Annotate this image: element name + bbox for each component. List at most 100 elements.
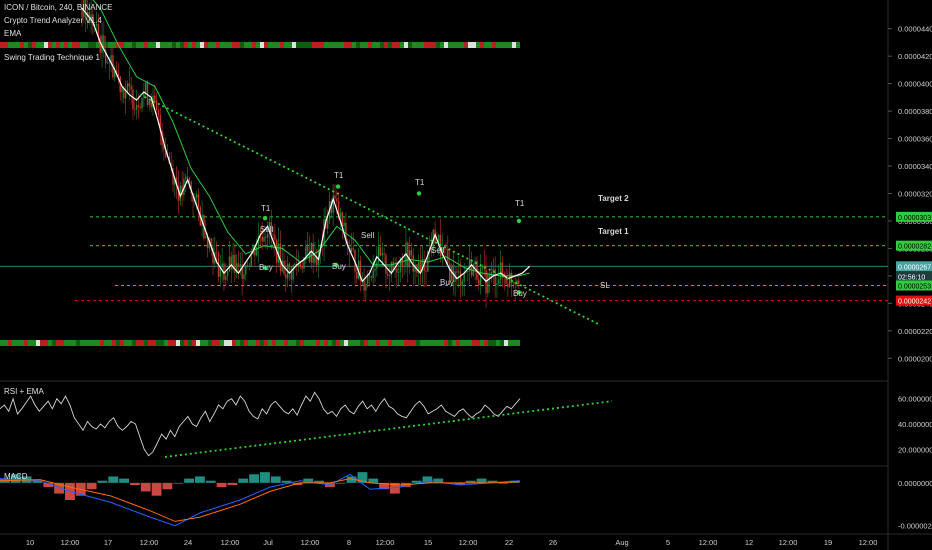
trend-band-cell bbox=[368, 42, 372, 48]
candle-body bbox=[412, 255, 414, 272]
trend-band-cell bbox=[12, 340, 16, 346]
trend-band-cell bbox=[96, 42, 100, 48]
trend-band-cell bbox=[84, 42, 88, 48]
candle-body bbox=[256, 247, 258, 256]
time-axis-label: 12:00 bbox=[779, 538, 798, 547]
price-tick-label: 0.0000340 bbox=[898, 162, 932, 171]
symbol-title: ICON / Bitcoin, 240, BINANCE bbox=[4, 3, 112, 12]
trend-band-cell bbox=[104, 42, 108, 48]
trend-band-cell bbox=[100, 340, 104, 346]
trend-band-cell bbox=[288, 340, 292, 346]
trend-band-cell bbox=[304, 42, 308, 48]
candle-body bbox=[505, 275, 507, 284]
candle-body bbox=[145, 82, 147, 92]
trend-band-cell bbox=[372, 340, 376, 346]
trend-band-cell bbox=[196, 42, 200, 48]
sell-marker: Sell bbox=[260, 225, 274, 234]
candle-body bbox=[294, 263, 296, 265]
trend-band-cell bbox=[360, 340, 364, 346]
trend-band-cell bbox=[140, 42, 144, 48]
trend-band-cell bbox=[296, 42, 300, 48]
candle-body bbox=[274, 235, 276, 241]
trend-band-cell bbox=[476, 42, 480, 48]
trend-band-cell bbox=[216, 42, 220, 48]
trend-band-cell bbox=[368, 340, 372, 346]
candle-body bbox=[225, 276, 227, 280]
macd-histogram-bar bbox=[195, 476, 205, 483]
candle-body bbox=[157, 109, 160, 116]
trend-band-cell bbox=[28, 42, 32, 48]
trend-band-cell bbox=[388, 340, 392, 346]
trend-band-cell bbox=[236, 42, 240, 48]
candle-body bbox=[407, 242, 409, 268]
macd-histogram-bar bbox=[32, 480, 43, 483]
trend-band-cell bbox=[132, 340, 136, 346]
trend-band-cell bbox=[468, 42, 472, 48]
candle-body bbox=[177, 186, 180, 201]
trend-band-cell bbox=[452, 340, 456, 346]
candle-body bbox=[130, 86, 132, 90]
trend-band-cell bbox=[516, 42, 520, 48]
candle-body bbox=[155, 100, 158, 110]
macd-histogram-bar bbox=[10, 474, 21, 483]
trend-band-cell bbox=[264, 42, 268, 48]
price-tag-label: 0.0000242 bbox=[898, 299, 931, 306]
candle-body bbox=[487, 273, 489, 294]
trend-band-cell bbox=[500, 340, 504, 346]
trend-band-cell bbox=[128, 340, 132, 346]
price-tick-label: 0.0000380 bbox=[898, 107, 932, 116]
trend-band-cell bbox=[292, 340, 296, 346]
signal-dot bbox=[335, 184, 341, 189]
candle-body bbox=[163, 145, 165, 150]
trend-band-cell bbox=[272, 42, 276, 48]
trend-band-cell bbox=[300, 42, 304, 48]
candle-body bbox=[450, 265, 453, 281]
price-tag-label: 0.0000282 bbox=[898, 244, 931, 251]
trend-band-cell bbox=[376, 42, 380, 48]
candle-body bbox=[316, 257, 318, 266]
trend-band-cell bbox=[388, 42, 392, 48]
candle-body bbox=[332, 195, 334, 213]
candle-body bbox=[456, 271, 458, 273]
trend-band-cell bbox=[76, 340, 80, 346]
candle-body bbox=[123, 87, 125, 99]
trend-band-cell bbox=[420, 340, 424, 346]
macd-histogram-bar bbox=[54, 482, 64, 494]
candle-body bbox=[234, 254, 236, 273]
trend-band-cell bbox=[120, 340, 124, 346]
price-tag bbox=[896, 261, 932, 272]
trend-band-cell bbox=[288, 42, 292, 48]
trend-band-cell bbox=[316, 42, 320, 48]
trend-band-cell bbox=[216, 340, 220, 346]
signal-dot bbox=[333, 262, 339, 268]
trend-band-cell bbox=[412, 42, 416, 48]
time-axis-label: 19 bbox=[824, 538, 832, 547]
candle-body bbox=[490, 271, 493, 279]
swing-line bbox=[81, 7, 531, 283]
trend-band-cell bbox=[24, 42, 28, 48]
trend-band-cell bbox=[456, 42, 460, 48]
trend-band-cell bbox=[404, 340, 408, 346]
candle-body bbox=[237, 263, 240, 266]
candle-body bbox=[341, 212, 343, 227]
trend-band-cell bbox=[344, 42, 348, 48]
candlesticks bbox=[81, 0, 520, 309]
candle-body bbox=[321, 245, 323, 246]
trend-band-cell bbox=[148, 340, 152, 346]
trend-band-cell bbox=[188, 340, 192, 346]
candle-body bbox=[208, 238, 211, 249]
candle-body bbox=[459, 271, 462, 286]
candle-body bbox=[101, 35, 103, 53]
trend-band-cell bbox=[152, 42, 156, 48]
trend-band-cell bbox=[404, 42, 408, 48]
candle-body bbox=[419, 262, 422, 272]
trend-band-cell bbox=[244, 340, 248, 346]
candle-body bbox=[414, 264, 416, 272]
candle-body bbox=[226, 271, 229, 277]
trend-band-cell bbox=[256, 42, 260, 48]
signal-dot bbox=[262, 265, 268, 270]
trend-band-cell bbox=[220, 340, 224, 346]
trend-band-cell bbox=[160, 340, 164, 346]
